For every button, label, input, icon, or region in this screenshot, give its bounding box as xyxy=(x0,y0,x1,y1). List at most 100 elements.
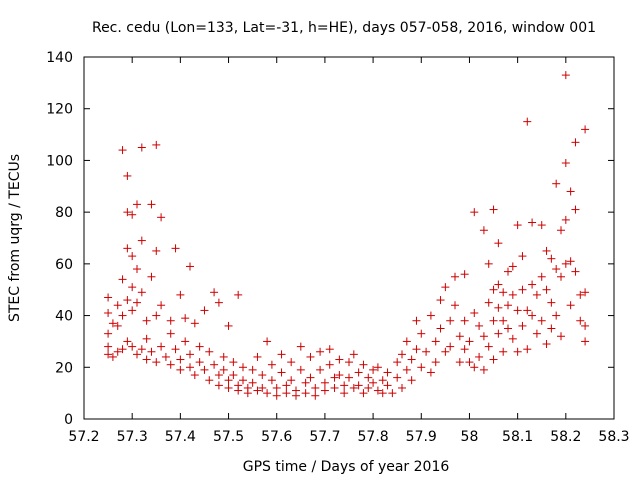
data-point xyxy=(359,360,368,369)
data-point xyxy=(176,290,185,299)
plot-frame xyxy=(83,56,615,420)
data-point xyxy=(484,298,493,307)
data-point xyxy=(157,301,166,310)
data-point xyxy=(128,210,137,219)
data-point xyxy=(325,360,334,369)
data-point xyxy=(306,373,315,382)
x-tick-label: 57.4 xyxy=(165,429,196,445)
y-tick-label: 140 xyxy=(46,50,73,66)
data-point xyxy=(528,280,537,289)
data-point xyxy=(369,365,378,374)
data-point xyxy=(118,345,127,354)
data-point xyxy=(383,381,392,390)
data-point xyxy=(104,293,113,302)
data-point xyxy=(552,311,561,320)
data-point xyxy=(152,311,161,320)
data-point xyxy=(537,221,546,230)
data-point xyxy=(152,358,161,367)
data-point xyxy=(561,259,570,268)
data-point xyxy=(489,355,498,364)
chart-title: Rec. cedu (Lon=133, Lat=-31, h=HE), days… xyxy=(92,20,596,36)
data-point xyxy=(282,381,291,390)
data-point xyxy=(190,319,199,328)
x-tick-label: 58.2 xyxy=(550,429,581,445)
data-point xyxy=(465,358,474,367)
data-point xyxy=(504,301,512,310)
data-point xyxy=(364,373,373,382)
data-point xyxy=(417,329,426,338)
data-point xyxy=(335,355,344,364)
data-point xyxy=(508,290,517,299)
data-point xyxy=(157,342,166,351)
data-point xyxy=(547,324,556,333)
data-point xyxy=(489,316,498,325)
data-point xyxy=(248,365,257,374)
data-point xyxy=(113,347,122,356)
data-point xyxy=(528,311,537,320)
data-point xyxy=(470,308,479,317)
y-tick-label: 20 xyxy=(55,360,73,376)
data-point xyxy=(306,352,315,361)
data-point xyxy=(561,71,570,80)
data-point xyxy=(258,383,267,392)
data-point xyxy=(133,265,141,274)
data-point xyxy=(161,352,170,361)
data-point xyxy=(373,363,382,372)
data-point xyxy=(123,171,132,180)
y-axis-title: STEC from uqrg / TECUs xyxy=(7,154,23,322)
data-point xyxy=(108,352,117,361)
data-point xyxy=(513,347,522,356)
data-point xyxy=(214,381,223,390)
data-point xyxy=(224,383,233,392)
data-point xyxy=(113,321,122,330)
data-point xyxy=(489,205,498,214)
data-point xyxy=(354,368,363,377)
data-point xyxy=(267,360,276,369)
x-tick-label: 57.9 xyxy=(406,429,437,445)
x-tick-label: 57.8 xyxy=(358,429,389,445)
data-point xyxy=(513,306,522,315)
data-point xyxy=(504,267,512,276)
data-point xyxy=(195,342,204,351)
data-point xyxy=(316,365,325,374)
data-point xyxy=(137,236,146,245)
data-point xyxy=(214,298,223,307)
data-point xyxy=(508,334,517,343)
data-point xyxy=(229,371,238,380)
data-point xyxy=(484,342,493,351)
data-point xyxy=(547,254,556,263)
data-point xyxy=(417,363,426,372)
data-point xyxy=(494,280,503,289)
data-point xyxy=(475,352,484,361)
data-point xyxy=(475,321,484,330)
data-point xyxy=(301,378,310,387)
data-point xyxy=(118,146,127,155)
data-point xyxy=(229,358,238,367)
data-point xyxy=(296,365,305,374)
data-point xyxy=(518,321,527,330)
data-point xyxy=(566,301,575,310)
data-point xyxy=(566,257,575,266)
data-point xyxy=(407,376,416,385)
data-point xyxy=(147,347,156,356)
data-point xyxy=(383,368,392,377)
data-point xyxy=(282,389,291,398)
data-point xyxy=(311,383,320,392)
data-point xyxy=(277,368,286,377)
data-point xyxy=(205,347,214,356)
data-point xyxy=(460,316,469,325)
data-point xyxy=(532,290,541,299)
data-point xyxy=(422,347,431,356)
data-point xyxy=(455,332,464,341)
data-point xyxy=(171,244,180,253)
data-point xyxy=(479,332,488,341)
data-point xyxy=(561,215,570,224)
data-point xyxy=(253,352,262,361)
data-point xyxy=(234,290,243,299)
data-point xyxy=(186,363,194,372)
data-point xyxy=(176,365,185,374)
data-point xyxy=(499,347,508,356)
data-point xyxy=(292,391,300,400)
data-point xyxy=(364,383,373,392)
data-point xyxy=(272,391,281,400)
